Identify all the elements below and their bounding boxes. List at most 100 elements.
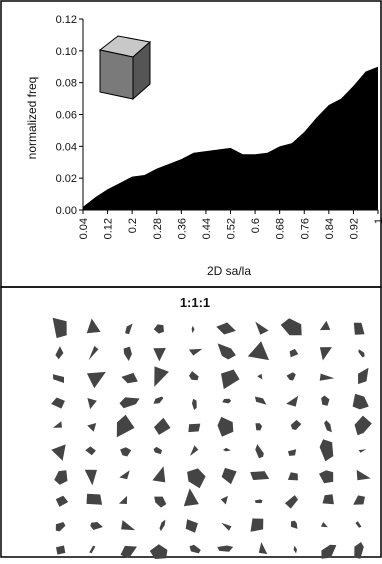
polygon-shape — [121, 372, 138, 384]
y-tick-label: 0.04 — [56, 141, 77, 153]
polygon-shape — [286, 395, 299, 407]
x-axis-title: 2D sa/la — [207, 264, 251, 278]
polygon-shape — [319, 320, 331, 331]
cube-front-face — [99, 49, 134, 100]
polygon-shape — [355, 521, 362, 528]
polygon-shape — [89, 545, 96, 554]
polygon-shape — [356, 469, 371, 481]
polygon-shape — [352, 393, 369, 410]
x-tick-label: 0.12 — [103, 218, 115, 239]
polygon-shape — [86, 371, 106, 389]
polygon-shape — [85, 446, 96, 456]
polygon-shape — [250, 471, 270, 480]
data-area — [83, 66, 378, 210]
polygon-shape — [288, 449, 297, 456]
polygon-shape — [319, 373, 335, 381]
x-tick-label: 0.6 — [250, 218, 262, 233]
polygon-shape — [188, 348, 203, 356]
polygon-shape — [354, 415, 372, 436]
polygon-shape — [87, 423, 97, 432]
polygon-shape — [55, 495, 69, 507]
x-tick-label: 0.44 — [201, 218, 213, 239]
polygon-shape — [221, 522, 232, 531]
polygon-shape — [220, 495, 228, 505]
shapes-panel-title: 1:1:1 — [180, 295, 210, 310]
x-ticks: 0.04 0.12 0.2 0.28 0.36 0.44 0.52 0.6 0.68 0.76 0.… — [78, 210, 382, 239]
polygon-shape — [149, 544, 168, 559]
cube-side-face — [132, 40, 151, 101]
y-tick-label: 0.08 — [56, 78, 77, 90]
polygon-shape — [153, 446, 163, 455]
polygon-shape — [154, 496, 167, 508]
polygon-shape — [118, 495, 128, 504]
polygon-shape — [153, 324, 164, 334]
polygon-shape — [90, 522, 103, 530]
polygon-shape — [119, 397, 140, 409]
polygon-shape — [354, 542, 364, 559]
polygon-shape — [257, 373, 263, 380]
polygon-shape — [53, 374, 64, 383]
polygon-shape — [290, 419, 302, 430]
polygon-shape — [358, 367, 369, 385]
polygon-shape — [52, 421, 62, 428]
x-tick-label: 0.36 — [176, 218, 188, 239]
x-tick-label: 0.04 — [78, 218, 90, 239]
polygon-shape — [84, 469, 97, 486]
polygon-shape — [54, 470, 68, 485]
x-tick-label: 0.92 — [348, 218, 360, 239]
polygon-shape — [52, 317, 67, 339]
polygon-shape — [324, 420, 332, 433]
y-tick-label: 0.12 — [56, 14, 77, 26]
polygon-shape — [55, 346, 64, 360]
y-tick-label: 0.10 — [56, 46, 77, 58]
polygon-shape — [222, 398, 232, 404]
polygon-shape — [183, 488, 199, 507]
polygon-shape — [289, 348, 299, 358]
polygon-shape — [116, 414, 135, 438]
polygon-shape — [153, 396, 164, 404]
polygon-shape — [154, 366, 169, 387]
polygon-shape — [55, 522, 66, 532]
chart-area: 0.00 0.02 0.04 0.06 0.08 0.10 0.12 0.04 0.12 0.2… — [25, 14, 382, 278]
y-axis-title: normalized freq — [25, 77, 39, 160]
y-ticks: 0.00 0.02 0.04 0.06 0.08 0.10 0.12 — [56, 14, 83, 217]
polygon-shape — [188, 423, 201, 433]
polygon-shape — [185, 519, 198, 533]
polygon-shape — [152, 466, 166, 483]
polygon-shape — [322, 494, 334, 505]
polygon-shape — [119, 470, 130, 480]
y-tick-label: 0.02 — [56, 173, 77, 185]
polygon-shape — [319, 439, 334, 462]
polygon-shape — [254, 499, 263, 504]
polygon-shape — [293, 545, 297, 554]
x-tick-label: 1 — [373, 218, 382, 224]
polygon-shape — [353, 322, 365, 335]
polygon-shape — [87, 398, 97, 410]
shapes-grid — [51, 317, 372, 559]
y-tick-label: 0.00 — [56, 205, 77, 217]
cube-icon — [98, 35, 152, 101]
polygon-shape — [154, 417, 171, 435]
polygon-shape — [254, 396, 267, 405]
polygon-shape — [320, 521, 328, 528]
polygon-shape — [86, 318, 101, 334]
polygon-shape — [358, 349, 365, 358]
polygon-shape — [321, 544, 337, 559]
x-tick-label: 0.84 — [324, 218, 336, 239]
polygon-shape — [255, 423, 263, 431]
polygon-shape — [51, 444, 66, 461]
polygon-shape — [88, 345, 99, 361]
polygon-shape — [192, 398, 197, 410]
polygon-shape — [258, 542, 268, 555]
polygon-shape — [189, 371, 199, 381]
polygon-shape — [189, 445, 199, 456]
polygon-shape — [255, 321, 269, 335]
polygon-shape — [287, 472, 298, 481]
x-tick-label: 0.52 — [226, 218, 238, 239]
polygon-shape — [223, 447, 231, 452]
polygon-shape — [189, 544, 201, 554]
polygon-shape — [191, 325, 195, 334]
polygon-shape — [217, 545, 234, 552]
polygon-shape — [221, 369, 240, 390]
